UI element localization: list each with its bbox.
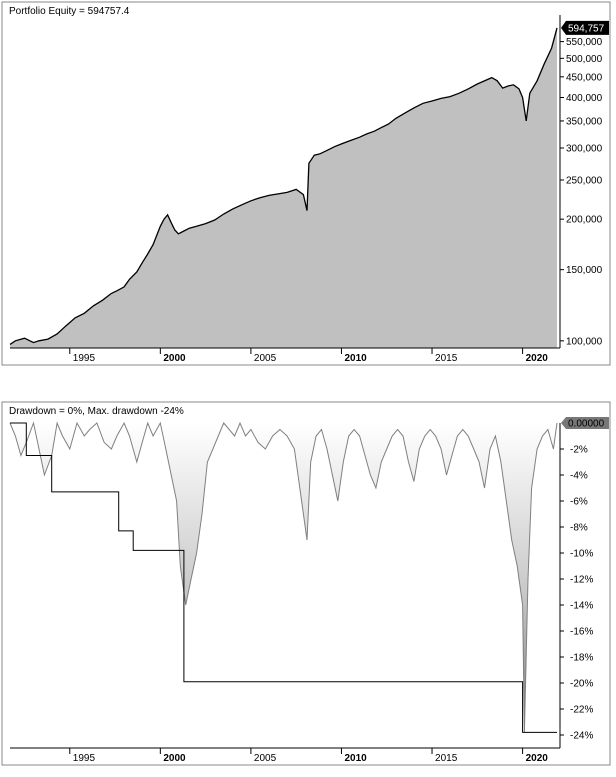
drawdown-y-tick-label: -12% (570, 575, 593, 586)
drawdown-y-tick-label: -10% (570, 549, 593, 560)
drawdown-last-value-badge: 0.00000 (561, 417, 609, 430)
drawdown-y-tick-label: -16% (570, 627, 593, 638)
equity-x-tick-label: 2000 (163, 353, 186, 364)
drawdown-y-tick-label: -14% (570, 601, 593, 612)
drawdown-chart-title: Drawdown = 0%, Max. drawdown -24% (9, 406, 184, 417)
drawdown-area-layer (9, 421, 558, 733)
equity-x-tick-label: 1995 (73, 353, 96, 364)
max-drawdown-line (10, 422, 557, 733)
drawdown-y-tick-label: -6% (570, 497, 588, 508)
equity-y-tick-label: 150,000 (566, 265, 603, 276)
drawdown-y-tick-label: -20% (570, 679, 593, 690)
equity-y-axis: 550,000 500,000 450,000 400,000 350,000 300,0… (559, 15, 609, 348)
drawdown-line (9, 421, 558, 733)
equity-y-tick-label: 550,000 (566, 37, 603, 48)
drawdown-x-axis: 1995 2000 2005 2010 2015 2020 (10, 747, 560, 764)
equity-y-tick-label: 450,000 (566, 72, 603, 83)
drawdown-x-tick-label: 2005 (254, 753, 277, 764)
equity-x-tick-label: 2010 (344, 353, 367, 364)
drawdown-x-tick-label: 2000 (163, 753, 186, 764)
drawdown-x-tick-label: 1995 (73, 753, 96, 764)
drawdown-area-fill (10, 423, 557, 733)
drawdown-panel: Drawdown = 0%, Max. drawdown -24% -2% -4%… (1, 401, 611, 766)
equity-x-tick-label: 2020 (526, 353, 549, 364)
drawdown-y-tick-label: -2% (570, 445, 588, 456)
drawdown-last-value-bg (561, 417, 609, 429)
drawdown-y-tick-label: -4% (570, 471, 588, 482)
equity-chart-title: Portfolio Equity = 594757.4 (9, 6, 130, 17)
equity-area-layer (9, 27, 558, 349)
drawdown-x-tick-label: 2020 (526, 753, 549, 764)
equity-x-axis: 1995 2000 2005 2010 2015 2020 (10, 347, 560, 364)
equity-x-tick-label: 2005 (254, 353, 277, 364)
equity-y-tick-label: 350,000 (566, 116, 603, 127)
drawdown-x-tick-label: 2010 (344, 753, 367, 764)
equity-last-value-bg (561, 20, 609, 35)
drawdown-y-tick-label: -18% (570, 653, 593, 664)
drawdown-y-tick-label: -24% (570, 731, 593, 742)
equity-y-tick-label: 250,000 (566, 175, 603, 186)
equity-last-value-badge: 594,757 (561, 20, 609, 35)
equity-line (9, 27, 558, 345)
equity-y-tick-label: 500,000 (566, 54, 603, 65)
drawdown-last-value-label: 0.00000 (568, 419, 605, 430)
drawdown-x-tick-label: 2015 (435, 753, 458, 764)
drawdown-plot-area (10, 423, 557, 748)
equity-y-tick-label: 300,000 (566, 143, 603, 154)
equity-y-tick-label: 400,000 (566, 93, 603, 104)
drawdown-y-axis: -2% -4% -6% -8% -10% -12% -14% -16% -18% -20% -22%… (559, 417, 609, 748)
equity-last-value-label: 594,757 (568, 23, 605, 34)
equity-y-tick-label: 200,000 (566, 215, 603, 226)
drawdown-y-tick-label: -22% (570, 705, 593, 716)
equity-x-tick-label: 2015 (435, 353, 458, 364)
drawdown-y-tick-label: -8% (570, 523, 588, 534)
equity-y-tick-label: 100,000 (566, 336, 603, 347)
equity-panel: Portfolio Equity = 594757.4 550,000 500,0… (1, 1, 611, 366)
equity-area-fill (10, 27, 557, 349)
